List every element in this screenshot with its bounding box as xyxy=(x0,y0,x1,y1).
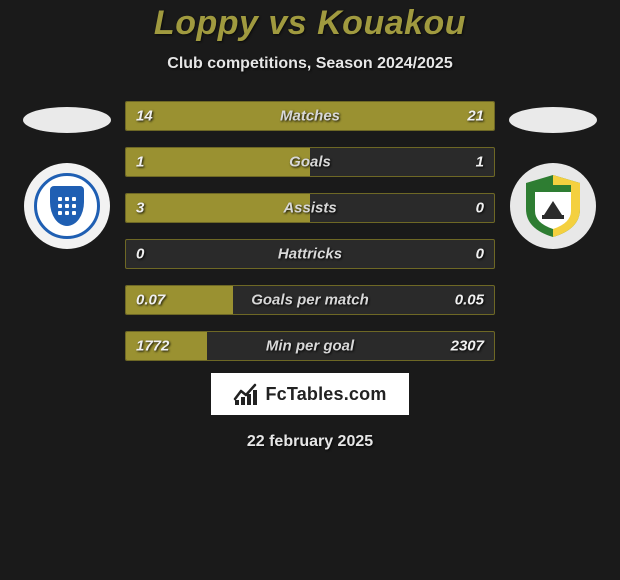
brand-chart-icon xyxy=(233,383,257,405)
brand-link[interactable]: FcTables.com xyxy=(211,373,408,415)
crest-left-shield xyxy=(34,173,100,239)
stat-value-right: 0 xyxy=(476,200,484,217)
stat-label: Min per goal xyxy=(266,338,354,355)
stat-value-left: 0.07 xyxy=(136,292,165,309)
stat-value-right: 1 xyxy=(476,154,484,171)
stat-row-min-per-goal: 1772 Min per goal 2307 xyxy=(125,331,495,361)
content-row: 14 Matches 21 1 Goals 1 3 Assists 0 xyxy=(0,101,620,361)
stat-label: Assists xyxy=(283,200,336,217)
infographic-date: 22 february 2025 xyxy=(247,433,373,451)
club-crest-left xyxy=(24,163,110,249)
infographic-root: Loppy vs Kouakou Club competitions, Seas… xyxy=(0,0,620,451)
stat-value-right: 0.05 xyxy=(455,292,484,309)
stat-label: Goals xyxy=(289,154,331,171)
page-title: Loppy vs Kouakou xyxy=(0,4,620,43)
stat-row-goals: 1 Goals 1 xyxy=(125,147,495,177)
stat-value-left: 14 xyxy=(136,108,153,125)
stat-value-left: 0 xyxy=(136,246,144,263)
stat-value-left: 1 xyxy=(136,154,144,171)
stat-value-right: 21 xyxy=(467,108,484,125)
stat-value-left: 3 xyxy=(136,200,144,217)
stats-bars: 14 Matches 21 1 Goals 1 3 Assists 0 xyxy=(125,101,495,361)
stat-label: Goals per match xyxy=(251,292,369,309)
stat-fill-left xyxy=(126,148,310,176)
stat-row-hattricks: 0 Hattricks 0 xyxy=(125,239,495,269)
footer: FcTables.com 22 february 2025 xyxy=(0,373,620,451)
stat-row-goals-per-match: 0.07 Goals per match 0.05 xyxy=(125,285,495,315)
player-placeholder-left xyxy=(23,107,111,133)
stat-row-assists: 3 Assists 0 xyxy=(125,193,495,223)
player-placeholder-right xyxy=(509,107,597,133)
brand-text: FcTables.com xyxy=(265,384,386,405)
stat-label: Hattricks xyxy=(278,246,342,263)
crest-right-shield xyxy=(518,171,588,241)
stat-row-matches: 14 Matches 21 xyxy=(125,101,495,131)
page-subtitle: Club competitions, Season 2024/2025 xyxy=(0,55,620,73)
right-column xyxy=(503,101,603,249)
stat-value-right: 2307 xyxy=(451,338,484,355)
stat-value-left: 1772 xyxy=(136,338,169,355)
left-column xyxy=(17,101,117,249)
stat-value-right: 0 xyxy=(476,246,484,263)
stat-label: Matches xyxy=(280,108,340,125)
club-crest-right xyxy=(510,163,596,249)
